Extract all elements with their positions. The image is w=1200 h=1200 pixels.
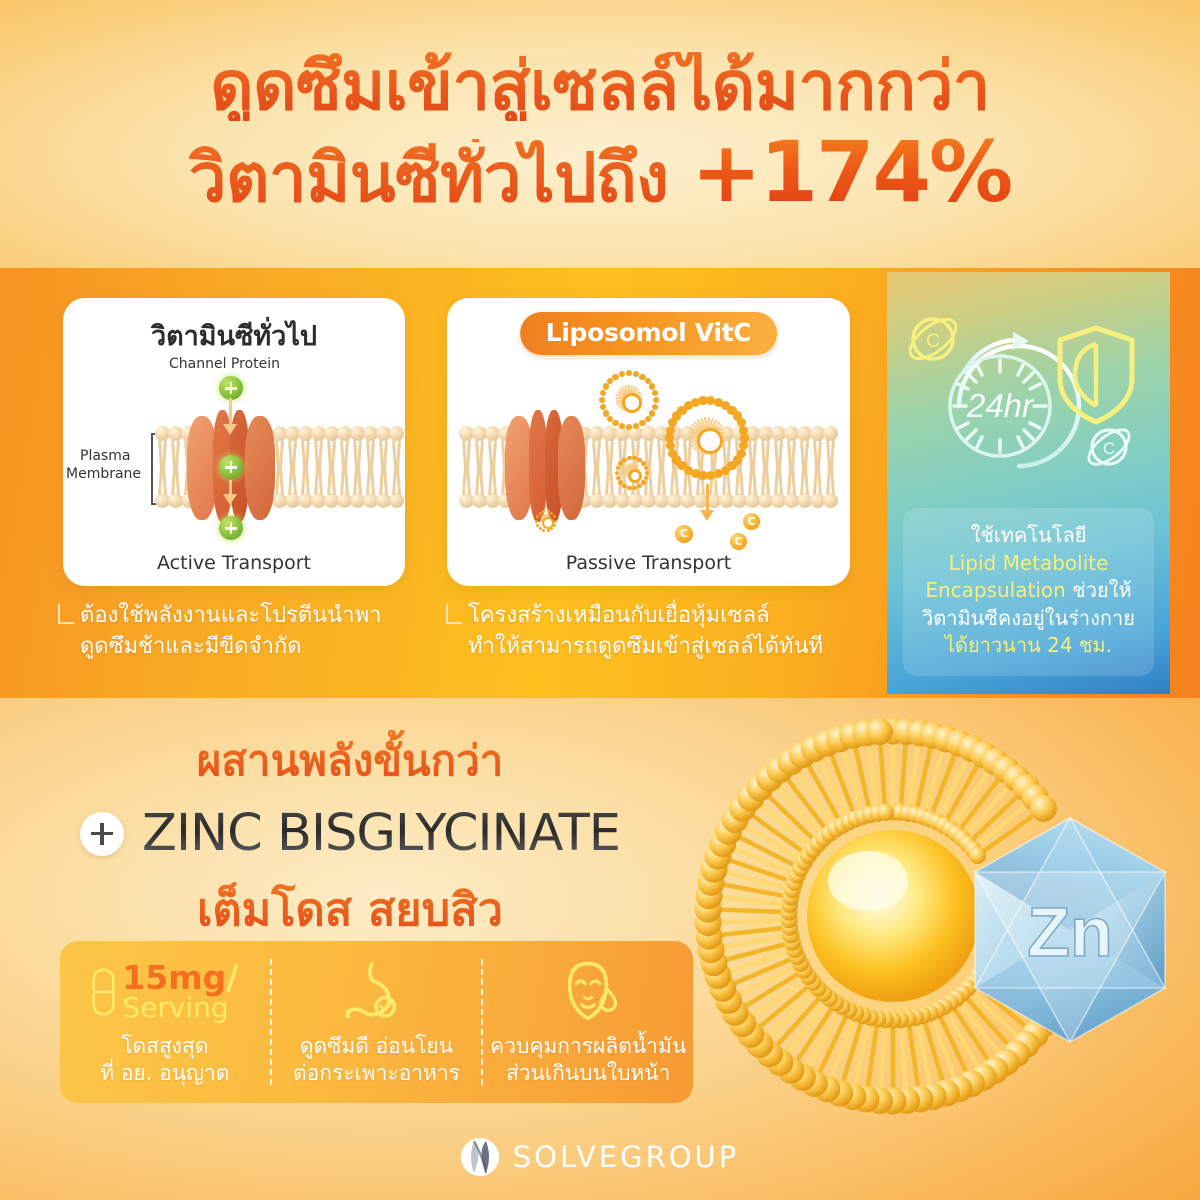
zinc-headline-group: ผสานพลังขั้นกว่า ZINC BISGLYCINATE เต็มโ… [0, 728, 700, 945]
vitc-molecule-1: C [675, 525, 693, 543]
clock-24hr-icon: 24hr C C [908, 317, 1135, 469]
brand-name: SOLVEGROUP [512, 1140, 740, 1174]
caption-ordinary-line-2: ดูดซึมช้าและมีขีดจำกัด [80, 634, 302, 660]
face-oil-control-icon [555, 955, 621, 1029]
channel-protein-icon [505, 410, 585, 526]
caption-ordinary: ต้องใช้พลังงานและโปรตีนนำพา ดูดซึมช้าและ… [58, 600, 410, 662]
liposome-small-top [599, 370, 659, 430]
benefit-dose-text: โดสสูงสุด ที่ อย. อนุญาต [100, 1033, 229, 1088]
card-ordinary-vitc: วิตามินซีทั่วไป Channel Protein Plasma M… [63, 298, 405, 586]
svg-text:C: C [1103, 439, 1115, 458]
caption-tick-icon [58, 604, 74, 624]
benefit-stomach-line-2: ต่อกระเพาะอาหาร [293, 1061, 460, 1086]
benefit-divider-1 [269, 959, 272, 1085]
passive-transport-diagram: C C C [447, 298, 850, 586]
tech-highlight-1: Lipid Metabolite [948, 550, 1109, 575]
tech-line-3: วิตามินซีคงอยู่ในร่างกาย [922, 605, 1135, 630]
capsule-glyph [92, 968, 115, 1016]
dose-amount: 15mg [122, 958, 227, 998]
tech-line-4: ได้ยาวนาน 24 ชม. [944, 633, 1113, 658]
benefit-item-dose: 15mg/ Serving โดสสูงสุด ที่ อย. อนุญาต [60, 941, 270, 1103]
caption-liposomal: โครงสร้างเหมือนกับเยื่อหุ้มเซลล์ ทำให้สา… [446, 600, 868, 662]
benefit-divider-2 [481, 959, 484, 1085]
benefit-dose-line-2: ที่ อย. อนุญาต [100, 1061, 230, 1086]
card-ordinary-footer: Active Transport [157, 552, 311, 574]
liposome-in-membrane [615, 456, 649, 490]
tech-line-2: Encapsulation ช่วยให้ [911, 577, 1146, 605]
caption-ordinary-line-1: ต้องใช้พลังงานและโปรตีนนำพา [80, 603, 382, 628]
vitc-molecule-3: C [743, 513, 760, 530]
plus-icon [80, 811, 124, 856]
benefit-stomach-text: ดูดซึมดี อ่อนโยน ต่อกระเพาะอาหาร [293, 1033, 460, 1088]
atom-c-icon-2: C [1087, 428, 1131, 466]
card-liposomal-footer: Passive Transport [565, 552, 732, 574]
zinc-symbol-label: Zn [1027, 893, 1113, 971]
arrow-stem-1 [229, 398, 232, 426]
ion-bottom [219, 516, 243, 540]
zinc-subheadline-thai: เต็มโดส สยบสิว [0, 873, 700, 945]
dose-unit: Serving [122, 991, 229, 1025]
liposome-3d-illustration [688, 711, 1113, 1136]
zinc-ingredient-name: ZINC BISGLYCINATE [142, 804, 621, 863]
zinc-crystal-illustration: Zn [950, 810, 1190, 1050]
benefit-item-stomach: ดูดซึมดี อ่อนโยน ต่อกระเพาะอาหาร [272, 941, 482, 1103]
card-liposomal-vitc: Liposomol VitC C C C Passiv [447, 298, 850, 586]
headline-line-2: วิตามินซีทั่วไปถึง +174% [0, 129, 1200, 216]
benefit-oil-line-2: ส่วนเกินบนใบหน้า [505, 1061, 671, 1086]
active-transport-diagram: Channel Protein Plasma Membrane [63, 298, 405, 586]
tech-line-1: ใช้เทคโนโลยี [970, 523, 1087, 548]
stomach-check-icon [344, 955, 410, 1029]
plasma-membrane-label-1: Plasma [80, 448, 131, 464]
dose-slash: / [226, 958, 239, 998]
liposome-tiny [535, 510, 557, 532]
vitc-molecule-2: C [730, 533, 747, 550]
footer: SOLVEGROUP [0, 1138, 1200, 1176]
arrow-head-2 [223, 494, 237, 505]
liposomol-badge: Liposomol VitC [519, 312, 778, 355]
headline-line-1: ดูดซึมเข้าสู่เซลล์ได้มากกว่า [0, 51, 1200, 121]
zinc-headline-thai: ผสานพลังขั้นกว่า [0, 728, 700, 794]
capsule-icon: 15mg/ Serving [91, 955, 238, 1029]
zinc-section: ผสานพลังขั้นกว่า ZINC BISGLYCINATE เต็มโ… [0, 698, 1200, 1200]
benefit-item-oil-control: ควบคุมการผลิตน้ำมัน ส่วนเกินบนใบหน้า [483, 941, 693, 1103]
caption-liposomal-line-2: ทำให้สามารถดูดซึมเข้าสู่เซลล์ได้ทันที [468, 634, 824, 660]
svg-text:C: C [926, 331, 940, 352]
card-ordinary-title: วิตามินซีทั่วไป [150, 321, 318, 352]
atom-c-icon-1: C [908, 317, 958, 361]
header-section: ดูดซึมเข้าสู่เซลล์ได้มากกว่า วิตามินซีทั… [0, 0, 1200, 268]
benefit-dose-line-1: โดสสูงสุด [121, 1034, 209, 1058]
plasma-membrane-label-2: Membrane [66, 466, 142, 482]
ion-top [219, 376, 243, 400]
caption-tick-icon [446, 604, 462, 624]
benefit-oil-text: ควบคุมการผลิตน้ำมัน ส่วนเกินบนใบหน้า [490, 1033, 686, 1088]
release-arrow-head [700, 510, 714, 521]
benefit-stomach-line-1: ดูดซึมดี อ่อนโยน [299, 1034, 454, 1058]
liposome-large [665, 396, 749, 480]
arrow-stem-2 [229, 480, 232, 496]
technology-textbox: ใช้เทคโนโลยี Lipid Metabolite Encapsulat… [903, 508, 1154, 676]
zinc-ingredient-row: ZINC BISGLYCINATE [0, 804, 700, 863]
clock-shield-illustration: 24hr C C [887, 294, 1170, 504]
caption-liposomal-line-1: โครงสร้างเหมือนกับเยื่อหุ้มเซลล์ [468, 603, 770, 628]
tech-highlight-2: Encapsulation [925, 578, 1066, 603]
headline-percent: +174% [691, 123, 1013, 221]
solvegroup-logo-icon [460, 1138, 499, 1176]
channel-protein-label: Channel Protein [169, 356, 281, 372]
benefit-oil-line-1: ควบคุมการผลิตน้ำมัน [490, 1034, 687, 1058]
headline: ดูดซึมเข้าสู่เซลล์ได้มากกว่า วิตามินซีทั… [0, 51, 1200, 216]
benefits-panel: 15mg/ Serving โดสสูงสุด ที่ อย. อนุญาต [60, 941, 693, 1103]
technology-panel: 24hr C C ใช้เทคโนโลยี Lipi [887, 272, 1170, 694]
headline-line-2-thai: วิตามินซีทั่วไปถึง [188, 139, 692, 217]
release-arrow-stem [706, 484, 709, 512]
tech-line-2-rest: ช่วยให้ [1065, 578, 1132, 603]
clock-24hr-label: 24hr [966, 387, 1035, 424]
arrow-head-1 [223, 424, 237, 435]
ion-mid [219, 455, 243, 479]
